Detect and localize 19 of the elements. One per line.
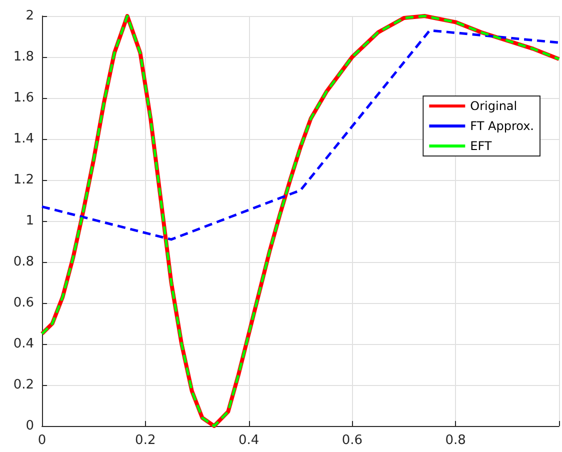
y-tick-label: 0.6: [13, 296, 34, 310]
y-tick-label: 1: [26, 214, 34, 228]
y-tick-label: 1.4: [13, 132, 34, 146]
y-tick-label: 1.6: [13, 90, 34, 106]
legend-label: EFT: [470, 139, 492, 153]
y-tick-label: 1.2: [13, 172, 34, 188]
legend-label: Original: [470, 99, 518, 113]
y-tick-label: 1.8: [13, 50, 34, 64]
y-tick-label: 0.8: [13, 254, 34, 270]
x-tick-label: 0: [38, 433, 46, 448]
x-tick-label: 0.4: [238, 433, 260, 448]
x-tick-label: 0.8: [445, 433, 466, 448]
x-tick-label: 0.6: [342, 433, 363, 448]
y-tick-label: 0: [26, 418, 34, 434]
y-tick-label: 2: [26, 8, 34, 24]
legend-label: FT Approx.: [470, 119, 534, 133]
y-tick-label: 0.4: [13, 336, 34, 352]
x-tick-label: 0.2: [135, 433, 156, 448]
y-tick-label: 0.2: [13, 378, 34, 392]
